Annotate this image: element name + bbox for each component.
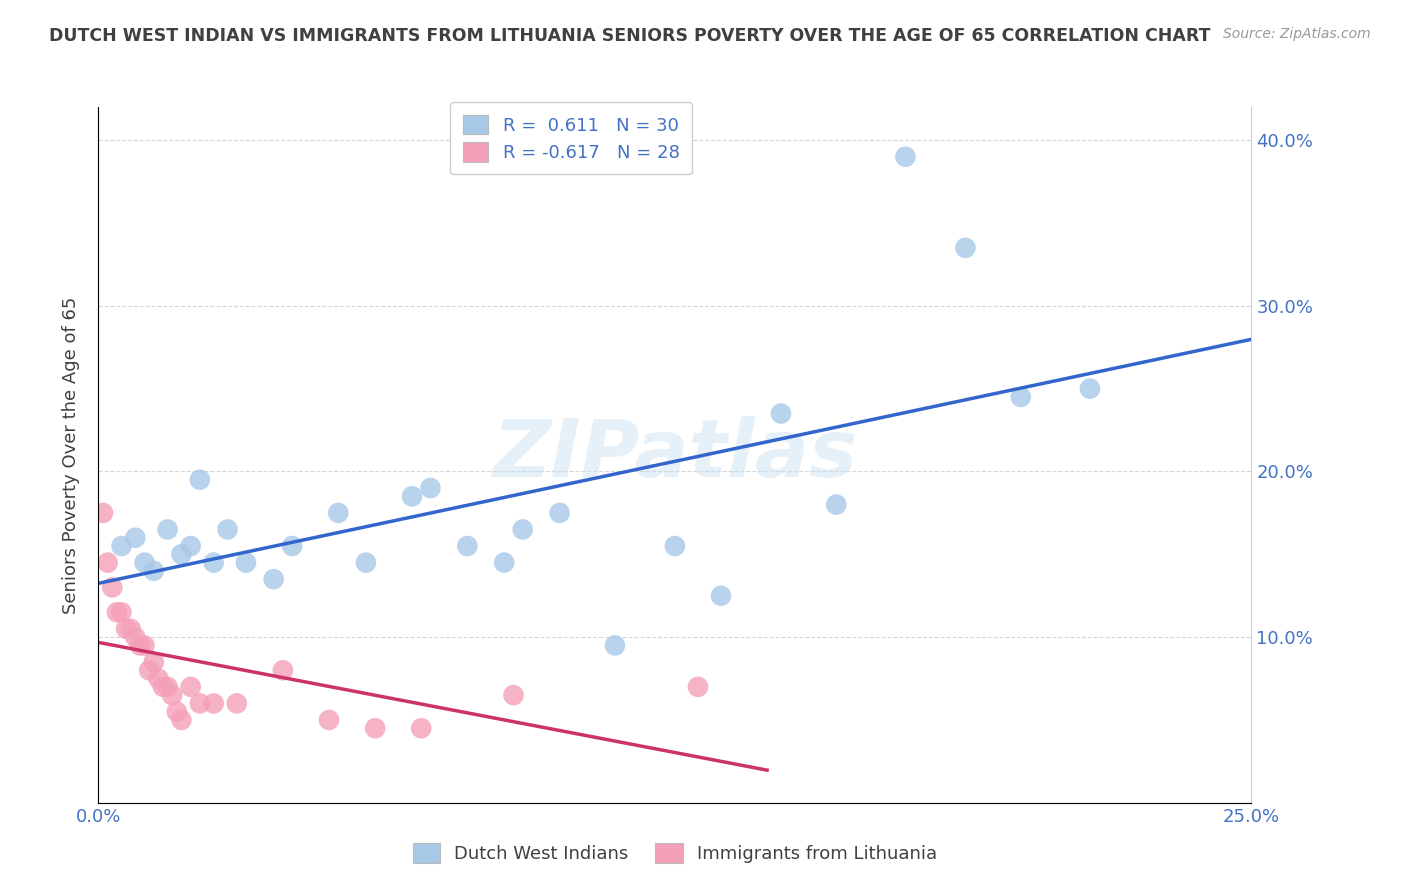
Point bbox=[97, 556, 120, 570]
Point bbox=[281, 539, 304, 553]
Point bbox=[401, 489, 423, 503]
Point bbox=[664, 539, 686, 553]
Point bbox=[180, 680, 202, 694]
Point bbox=[548, 506, 571, 520]
Point bbox=[110, 605, 132, 619]
Point bbox=[148, 672, 170, 686]
Point bbox=[160, 688, 183, 702]
Point bbox=[494, 556, 516, 570]
Point bbox=[769, 407, 792, 421]
Point bbox=[328, 506, 350, 520]
Point bbox=[180, 539, 202, 553]
Point bbox=[354, 556, 377, 570]
Point bbox=[170, 713, 193, 727]
Point bbox=[894, 150, 917, 164]
Point bbox=[115, 622, 138, 636]
Point bbox=[364, 721, 387, 735]
Point bbox=[124, 630, 146, 644]
Point bbox=[456, 539, 478, 553]
Point bbox=[156, 680, 179, 694]
Point bbox=[502, 688, 524, 702]
Point bbox=[318, 713, 340, 727]
Point bbox=[188, 473, 211, 487]
Point bbox=[225, 697, 247, 711]
Point bbox=[166, 705, 188, 719]
Point bbox=[156, 523, 179, 537]
Point bbox=[263, 572, 285, 586]
Point bbox=[419, 481, 441, 495]
Point bbox=[101, 581, 124, 595]
Point bbox=[110, 539, 132, 553]
Point bbox=[217, 523, 239, 537]
Y-axis label: Seniors Poverty Over the Age of 65: Seniors Poverty Over the Age of 65 bbox=[62, 296, 80, 614]
Point bbox=[91, 506, 114, 520]
Point bbox=[129, 639, 152, 653]
Point bbox=[170, 547, 193, 561]
Point bbox=[955, 241, 977, 255]
Point bbox=[235, 556, 257, 570]
Point bbox=[120, 622, 142, 636]
Point bbox=[134, 556, 156, 570]
Point bbox=[1010, 390, 1032, 404]
Point bbox=[142, 655, 165, 669]
Point bbox=[271, 663, 294, 677]
Point bbox=[825, 498, 848, 512]
Text: DUTCH WEST INDIAN VS IMMIGRANTS FROM LITHUANIA SENIORS POVERTY OVER THE AGE OF 6: DUTCH WEST INDIAN VS IMMIGRANTS FROM LIT… bbox=[49, 27, 1211, 45]
Point bbox=[152, 680, 174, 694]
Text: ZIPatlas: ZIPatlas bbox=[492, 416, 858, 494]
Point bbox=[710, 589, 733, 603]
Point bbox=[142, 564, 165, 578]
Point bbox=[202, 556, 225, 570]
Point bbox=[603, 639, 626, 653]
Legend: Dutch West Indians, Immigrants from Lithuania: Dutch West Indians, Immigrants from Lith… bbox=[405, 836, 945, 871]
Point bbox=[188, 697, 211, 711]
Point bbox=[1078, 382, 1101, 396]
Point bbox=[105, 605, 128, 619]
Point bbox=[124, 531, 146, 545]
Point bbox=[202, 697, 225, 711]
Text: Source: ZipAtlas.com: Source: ZipAtlas.com bbox=[1223, 27, 1371, 41]
Point bbox=[134, 639, 156, 653]
Point bbox=[138, 663, 160, 677]
Point bbox=[411, 721, 433, 735]
Point bbox=[686, 680, 709, 694]
Point bbox=[512, 523, 534, 537]
